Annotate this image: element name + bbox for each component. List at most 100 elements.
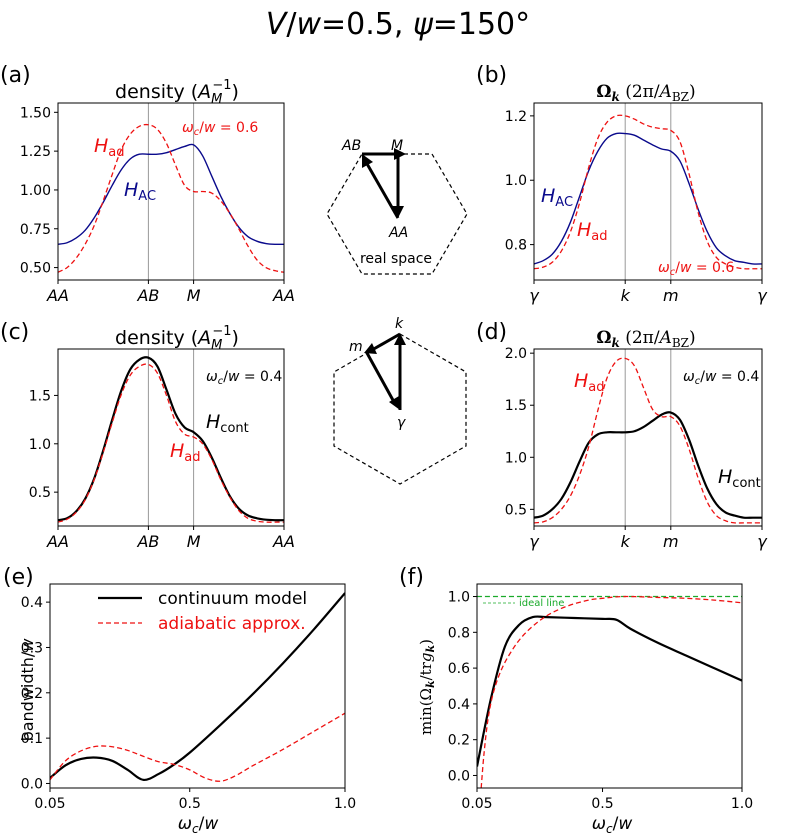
series-line-b-h-ac (534, 132, 762, 265)
annotation-a: ωc/w = 0.6 (182, 120, 258, 138)
xtick-label-a-1: AB (136, 286, 159, 305)
ytick-label-b-0: 0.8 (505, 238, 527, 254)
plot-a: 0.50 0.75 1.00 1.25 1.50 AA AB M AA (20, 102, 295, 305)
xtick-label-d-2: m (663, 532, 679, 551)
panel-title-c: density (AM−1) (115, 324, 239, 353)
panel-d: (d) Ωk (2π/ABZ) 0.5 1.0 1.5 2.0 γ k m γ Hcont H… (476, 320, 768, 551)
series-line-e-adiabatic-approx- (50, 712, 345, 782)
ytick-label-b-1: 1.0 (505, 173, 527, 189)
series-line-f-continuum-model (477, 615, 742, 767)
series-line-d-h-ad (534, 357, 762, 524)
panel-e: (e) 0.0 0.1 0.2 0.3 0.4 0.05 0.5 1.0 ωc/w bandw… (3, 565, 356, 836)
series-label-b-had: Had (577, 219, 608, 244)
plot-e: 0.0 0.1 0.2 0.3 0.4 0.05 0.5 1.0 (21, 583, 356, 812)
xtick-label-a-2: M (187, 286, 201, 305)
arrowhead-aa (392, 206, 404, 218)
axes-frame-d (533, 348, 763, 527)
title-v: V (266, 7, 289, 42)
xtick-label-e-1: 0.5 (179, 796, 201, 812)
axes-frame-e (49, 583, 346, 789)
panel-f: (f) 0.0 0.2 0.4 0.6 0.8 1.0 0.05 0.5 1.0 ωc/w mi… (399, 565, 753, 836)
xlabel-e: ωc/w (178, 814, 219, 836)
real-label-m: M (391, 138, 403, 154)
xtick-label-d-3: γ (757, 532, 768, 551)
xtick-label-c-3: AA (272, 532, 295, 551)
ylabel-e: bandwidth/w (18, 638, 37, 742)
ytick-label-c-0: 0.5 (29, 485, 51, 501)
ytick-label-d-1: 1.0 (505, 450, 527, 466)
series-line-d-h-cont (534, 411, 762, 519)
real-space-caption: real space (360, 251, 432, 267)
ytick-label-a-2: 1.00 (20, 183, 51, 199)
real-label-aa: AA (388, 225, 408, 241)
ytick-label-b-2: 1.2 (505, 109, 527, 125)
title-a-close: ) (232, 81, 239, 103)
legend-e-label-adiabatic: adiabatic approx. (158, 614, 306, 634)
panel-a: (a) density (AM−1) 0.500.751.001.251.50A… (0, 63, 295, 305)
k-label-k: k (395, 316, 404, 332)
title-a-sup: −1 (212, 78, 231, 93)
xtick-label-e-0: 0.05 (34, 796, 65, 812)
panel-c: (c) density (AM−1) 0.5 1.0 1.5 AA AB M AA Hcon… (0, 320, 295, 551)
ytick-label-c-2: 1.5 (29, 388, 51, 404)
k-label-gamma: γ (397, 415, 406, 431)
plot-d: 0.5 1.0 1.5 2.0 γ k m γ (505, 346, 769, 551)
real-space-hexagon (326, 153, 468, 275)
k-label-m: m (349, 339, 363, 355)
ytick-label-e-2: 0.2 (21, 686, 43, 702)
ytick-label-f-3: 0.6 (448, 661, 470, 677)
arrowhead-m-k (364, 343, 377, 354)
panel-label-e: (e) (3, 565, 34, 590)
arrowhead-gamma (389, 396, 400, 410)
title-psi-value: =150° (433, 7, 530, 42)
ytick-label-e-1: 0.1 (21, 731, 43, 747)
series-label-c-hcont: Hcont (206, 411, 249, 436)
annotation-b: ωc/w = 0.6 (658, 260, 734, 278)
ytick-label-a-1: 0.75 (20, 222, 51, 238)
panel-label-d: (d) (476, 320, 507, 345)
arrow-m-to-gamma (365, 352, 396, 403)
axes-frame-a (57, 102, 285, 281)
series-line-c-h-cont (58, 356, 284, 522)
legend-e-label-continuum: continuum model (158, 589, 307, 609)
title-a-A: A (196, 81, 211, 103)
xtick-label-a-0: AA (46, 286, 69, 305)
series-line-a-h-ad (58, 123, 284, 273)
ytick-label-f-5: 1.0 (448, 590, 470, 606)
panel-title-a: density (AM−1) (115, 78, 239, 107)
ytick-label-d-3: 2.0 (505, 346, 527, 362)
ytick-label-e-0: 0.0 (21, 776, 43, 792)
panel-label-a: (a) (0, 63, 31, 88)
series-group-b (534, 114, 762, 270)
arrow-aa-to-ab (364, 161, 400, 219)
xtick-label-d-0: γ (529, 532, 540, 551)
annotation-c: ωc/w = 0.4 (206, 369, 282, 387)
series-group-d (534, 357, 762, 524)
panel-b: (b) Ωk (2π/ABZ) 0.8 1.0 1.2 γ k m γ HAC Had ωc… (476, 63, 768, 305)
series-group-f (477, 595, 742, 788)
panel-label-c: (c) (0, 320, 29, 345)
series-line-e-continuum-model (50, 592, 345, 781)
axes-frame-f (476, 583, 743, 789)
ytick-label-f-0: 0.0 (448, 768, 470, 784)
k-space-hexagon (333, 333, 467, 485)
arrow-k-to-m (371, 332, 401, 352)
series-line-a-h-ac (58, 143, 284, 246)
title-psi: ψ (413, 7, 434, 42)
xtick-label-b-3: γ (757, 286, 768, 305)
series-group-a (58, 123, 284, 273)
ytick-label-c-1: 1.0 (29, 437, 51, 453)
xtick-label-c-1: AB (136, 532, 159, 551)
legend-f-label-ideal: ideal line (519, 598, 564, 609)
ytick-label-d-0: 0.5 (505, 502, 527, 518)
real-label-ab: AB (341, 138, 361, 154)
panel-title-d: Ωk (2π/ABZ) (596, 328, 695, 350)
title-a-density: density ( (115, 81, 198, 103)
legend-e: continuum model adiabatic approx. (98, 589, 307, 634)
title-slash: / (286, 7, 297, 42)
arrowhead-k (394, 333, 406, 345)
plot-c: 0.5 1.0 1.5 AA AB M AA (29, 348, 295, 551)
legend-f: ideal line (483, 598, 564, 609)
figure-title: V/w=0.5, ψ=150° (266, 7, 530, 42)
